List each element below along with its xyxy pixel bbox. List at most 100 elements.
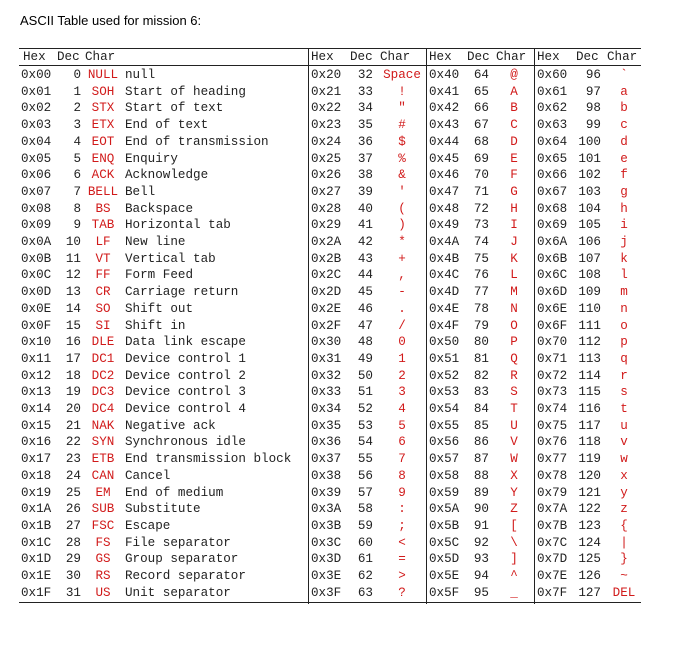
group4-hex-cell: 0x79 xyxy=(537,485,568,500)
group4-char-cell: r xyxy=(620,368,628,383)
group1-dec-cell: 17 xyxy=(65,351,81,366)
group2-char-cell: 5 xyxy=(398,418,406,433)
group1-desc-cell: Data link escape xyxy=(125,335,246,350)
group4-char-cell: | xyxy=(620,535,628,550)
group1-char-cell: SYN xyxy=(91,435,115,450)
group4-char-cell: a xyxy=(620,84,628,99)
group4-char-cell: } xyxy=(620,552,628,567)
group1-desc-cell: End of transmission xyxy=(125,134,269,149)
group2-hex-cell: 0x22 xyxy=(311,101,342,116)
group2-char-cell: 6 xyxy=(398,435,406,450)
group1-hex-cell: 0x01 xyxy=(21,84,52,99)
group3-char-cell: K xyxy=(510,251,518,266)
group1-dec-cell: 21 xyxy=(65,418,81,433)
group4-dec-cell: 115 xyxy=(578,385,601,400)
group2-dec-cell: 60 xyxy=(357,535,373,550)
group2-hex-cell: 0x2C xyxy=(311,268,342,283)
group2-dec-cell: 45 xyxy=(357,285,373,300)
group3-char-cell: X xyxy=(510,468,518,483)
group1-hex-cell: 0x1F xyxy=(21,585,52,600)
group2-hex-cell: 0x3F xyxy=(311,585,342,600)
group2-dec-cell: 41 xyxy=(357,218,373,233)
group3-hex-cell: 0x4F xyxy=(429,318,460,333)
group4-dec-cell: 99 xyxy=(585,118,601,133)
group1-char-cell: ENQ xyxy=(91,151,115,166)
group3-char-cell: Q xyxy=(510,351,518,366)
group2-char-cell: 4 xyxy=(398,402,406,416)
group2-hex-cell: 0x2A xyxy=(311,235,342,249)
header-char-3: Char xyxy=(496,50,527,64)
group1-desc-cell: Negative ack xyxy=(125,418,216,433)
group1-dec-cell: 5 xyxy=(73,151,81,166)
group3-dec-cell: 80 xyxy=(473,335,489,350)
header-dec-1: Dec xyxy=(57,50,80,64)
group4-dec-cell: 121 xyxy=(578,485,601,500)
group2-hex-cell: 0x21 xyxy=(311,84,342,99)
group4-hex-cell: 0x64 xyxy=(537,134,568,149)
group2-hex-cell: 0x2F xyxy=(311,318,342,333)
group1-char-cell: DC2 xyxy=(91,368,115,383)
group2-char-cell: ! xyxy=(398,84,406,99)
group2-dec-cell: 35 xyxy=(357,118,373,133)
group4-dec-cell: 97 xyxy=(585,84,601,99)
group3-hex-cell: 0x5F xyxy=(429,585,460,600)
group2-char-cell: 8 xyxy=(398,468,406,483)
group2-hex-cell: 0x2E xyxy=(311,301,342,316)
group1-dec-cell: 26 xyxy=(65,502,81,517)
group3-char-cell: C xyxy=(510,118,518,133)
group2-char-cell: ( xyxy=(398,201,406,216)
group1-hex-cell: 0x0B xyxy=(21,251,52,266)
group1-hex-cell: 0x03 xyxy=(21,118,52,133)
group3-dec-cell: 88 xyxy=(473,468,489,483)
group3-dec-cell: 73 xyxy=(473,218,489,233)
group4-char-cell: j xyxy=(620,235,628,249)
divider-3 xyxy=(534,48,535,604)
group2-char-cell: 9 xyxy=(398,485,406,500)
group4-char-cell: q xyxy=(620,351,628,366)
group2-char-cell: ; xyxy=(398,518,406,533)
group1-dec-cell: 3 xyxy=(73,118,81,133)
group2-dec-cell: 52 xyxy=(357,402,373,416)
group3-hex-cell: 0x42 xyxy=(429,101,460,116)
group4-dec-cell: 118 xyxy=(578,435,601,450)
group3-hex-cell: 0x4C xyxy=(429,268,460,283)
group1-dec-cell: 24 xyxy=(65,468,81,483)
group4-dec-cell: 108 xyxy=(578,268,601,283)
group1-dec-cell: 8 xyxy=(73,201,81,216)
group2-dec-cell: 49 xyxy=(357,351,373,366)
group3-char-cell: B xyxy=(510,101,518,116)
group1-desc-cell: Unit separator xyxy=(125,585,231,600)
group4-dec-cell: 120 xyxy=(578,468,601,483)
group3-char-cell: M xyxy=(510,285,518,300)
group4-char-cell: i xyxy=(620,218,628,233)
group1-desc-cell: Device control 4 xyxy=(125,402,246,416)
group2-char-cell: 0 xyxy=(398,335,406,350)
group2-char-cell: " xyxy=(398,101,406,116)
group3-char-cell: @ xyxy=(510,68,518,82)
group3-hex-cell: 0x53 xyxy=(429,385,460,400)
group1-hex-cell: 0x08 xyxy=(21,201,52,216)
divider-2 xyxy=(426,48,427,604)
group4-char-cell: DEL xyxy=(612,585,636,600)
group2-dec-cell: 62 xyxy=(357,569,373,583)
group3-dec-cell: 90 xyxy=(473,502,489,517)
group2-dec-cell: 48 xyxy=(357,335,373,350)
group3-hex-cell: 0x56 xyxy=(429,435,460,450)
group3-hex-cell: 0x4B xyxy=(429,251,460,266)
group1-dec-cell: 15 xyxy=(65,318,81,333)
group1-hex-cell: 0x16 xyxy=(21,435,52,450)
header-hex-3: Hex xyxy=(429,50,452,64)
group2-char-cell: . xyxy=(398,301,406,316)
group1-dec-cell: 2 xyxy=(73,101,81,116)
group3-dec-cell: 70 xyxy=(473,168,489,183)
group3-char-cell: ] xyxy=(510,552,518,567)
group4-char-cell: { xyxy=(620,518,628,533)
header-dec-3: Dec xyxy=(467,50,490,64)
group3-char-cell: R xyxy=(510,368,518,383)
group1-dec-cell: 4 xyxy=(73,134,81,149)
group4-char-cell: ~ xyxy=(620,569,628,583)
group1-char-cell: SO xyxy=(95,301,111,316)
group2-dec-cell: 39 xyxy=(357,184,373,199)
group1-desc-cell: Carriage return xyxy=(125,285,239,300)
group1-dec-cell: 31 xyxy=(65,585,81,600)
